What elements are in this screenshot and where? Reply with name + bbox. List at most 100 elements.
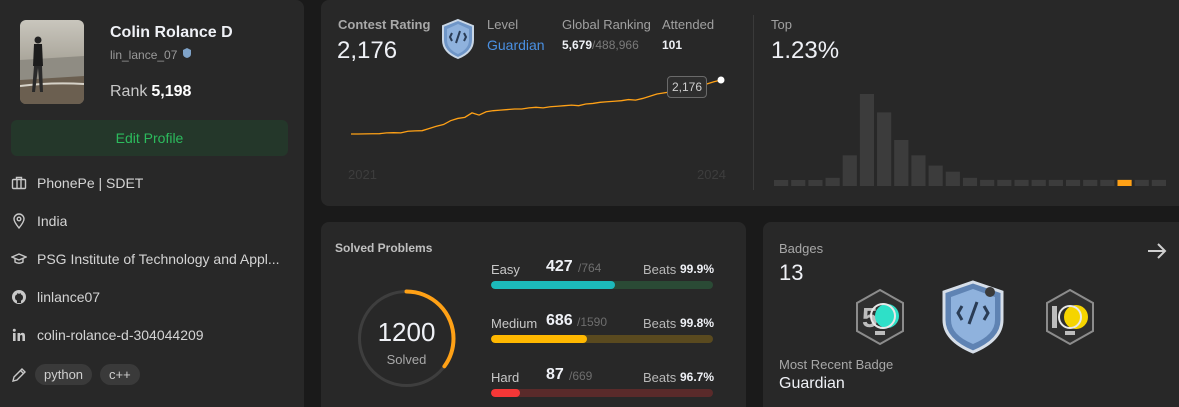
avatar[interactable] [20, 20, 84, 104]
histogram-bar[interactable] [842, 155, 857, 186]
briefcase-icon [11, 175, 27, 191]
easy-progress-fill [491, 281, 616, 289]
profile-username: lin_lance_07 [110, 47, 193, 62]
attended-label: Attended [662, 17, 715, 32]
profile-rank: Rank 5,198 [110, 83, 191, 101]
hard-progress-bar [491, 389, 713, 397]
tag-icon [11, 367, 27, 383]
contest-divider [753, 15, 754, 190]
easy-total: /764 [578, 261, 602, 275]
solved-total: 1200 [377, 317, 436, 347]
medium-solved: 686 [546, 312, 573, 329]
easy-beats-value: 99.9% [679, 262, 714, 276]
github-link[interactable]: linlance07 [37, 289, 101, 305]
medium-beats-value: 99.8% [679, 316, 714, 330]
histogram-bar[interactable] [808, 180, 823, 186]
location-row: India [11, 213, 296, 229]
skill-tag-python[interactable]: python [35, 364, 93, 385]
profile-panel: Colin Rolance D lin_lance_07 Rank 5,198 E… [0, 0, 304, 407]
hard-solved: 87 [546, 366, 564, 383]
graduation-cap-icon [11, 251, 27, 267]
skill-tag-cpp[interactable]: c++ [100, 364, 140, 385]
solved-problems-panel: Solved Problems 1200 Solved Easy 427 /76… [321, 222, 746, 407]
histogram-bar[interactable] [1048, 179, 1063, 186]
solved-sublabel: Solved [386, 352, 427, 367]
histogram-bar[interactable] [1014, 179, 1029, 186]
histogram-bar[interactable] [859, 94, 875, 186]
hard-total: /669 [569, 369, 593, 383]
histogram-bar[interactable] [911, 155, 926, 186]
histogram-bar[interactable] [945, 171, 960, 186]
rank-label: Rank [110, 83, 148, 100]
location-pin-icon [11, 213, 27, 229]
arrow-right-icon[interactable] [1146, 240, 1168, 267]
global-ranking-label: Global Ranking [562, 17, 651, 32]
hard-beats-label: Beats [643, 370, 677, 385]
linkedin-row[interactable]: colin-rolance-d-304044209 [11, 327, 296, 343]
school-row: PSG Institute of Technology and Appl... [11, 251, 296, 267]
hard-beats-value: 96.7% [679, 370, 714, 384]
easy-beats-label: Beats [643, 262, 677, 277]
histogram-bar[interactable] [877, 112, 892, 186]
medium-beats-label: Beats [643, 316, 677, 331]
rank-value: 5,198 [151, 83, 192, 100]
skills-row: python c++ [11, 364, 296, 385]
top-percent-value: 1.23% [771, 37, 840, 64]
histogram-bar[interactable] [774, 180, 789, 186]
global-ranking-value: 5,679/488,966 [562, 38, 639, 52]
rating-line-chart[interactable] [341, 68, 741, 178]
attended-value: 101 [662, 38, 683, 52]
histogram-bar[interactable] [1100, 179, 1115, 186]
histogram-bar[interactable] [962, 177, 978, 186]
linkedin-link[interactable]: colin-rolance-d-304044209 [37, 327, 204, 343]
school-text: PSG Institute of Technology and Appl... [37, 251, 280, 267]
badges-title: Badges [779, 241, 824, 256]
easy-progress-bar [491, 281, 713, 289]
global-ranking-number: 5,679 [562, 38, 593, 52]
profile-name: Colin Rolance D [110, 24, 233, 41]
histogram-bar[interactable] [980, 179, 995, 186]
histogram-bar[interactable] [1031, 179, 1046, 186]
hard-label: Hard [491, 370, 520, 385]
github-icon [11, 289, 27, 305]
histogram-bar[interactable] [791, 180, 806, 186]
verified-tag-icon [181, 47, 193, 62]
linkedin-icon [11, 327, 27, 343]
histogram-bar[interactable] [825, 177, 840, 186]
badge-guardian-icon[interactable] [938, 280, 1008, 359]
histogram-bar[interactable] [997, 179, 1012, 186]
rating-line [351, 79, 722, 135]
most-recent-badge-label: Most Recent Badge [779, 357, 894, 372]
medium-total: /1590 [577, 315, 608, 329]
year-end-label: 2024 [697, 167, 726, 182]
global-ranking-total: /488,966 [592, 38, 639, 52]
top-label: Top [771, 17, 792, 32]
rating-distribution-histogram[interactable] [774, 86, 1166, 186]
histogram-bar[interactable] [1134, 179, 1149, 186]
rating-current-point[interactable] [717, 76, 725, 84]
contest-rating-value: 2,176 [337, 37, 398, 64]
ring-progress-arc [357, 289, 456, 388]
easy-solved: 427 [546, 258, 573, 275]
badge-100-days-icon[interactable] [1041, 288, 1099, 351]
histogram-bar[interactable] [894, 140, 909, 186]
badges-panel: Badges 13 5 Most Recent Badge [763, 222, 1179, 407]
company-text: PhonePe | SDET [37, 175, 144, 191]
location-text: India [37, 213, 68, 229]
level-value: Guardian [487, 37, 545, 53]
solved-progress-ring[interactable] [356, 288, 457, 389]
histogram-bar[interactable] [1065, 179, 1081, 186]
badge-50-days-icon[interactable]: 5 [851, 288, 909, 351]
hard-progress-fill [491, 389, 520, 397]
year-start-label: 2021 [348, 167, 377, 182]
histogram-bar[interactable] [1151, 179, 1166, 186]
company-row: PhonePe | SDET [11, 175, 296, 191]
username-text: lin_lance_07 [110, 47, 178, 62]
solved-problems-title: Solved Problems [335, 241, 433, 255]
github-row[interactable]: linlance07 [11, 289, 296, 305]
histogram-bar[interactable] [928, 165, 943, 186]
edit-profile-button[interactable]: Edit Profile [11, 120, 288, 156]
histogram-bar-current[interactable] [1117, 179, 1132, 186]
medium-progress-bar [491, 335, 713, 343]
histogram-bar[interactable] [1083, 179, 1098, 186]
